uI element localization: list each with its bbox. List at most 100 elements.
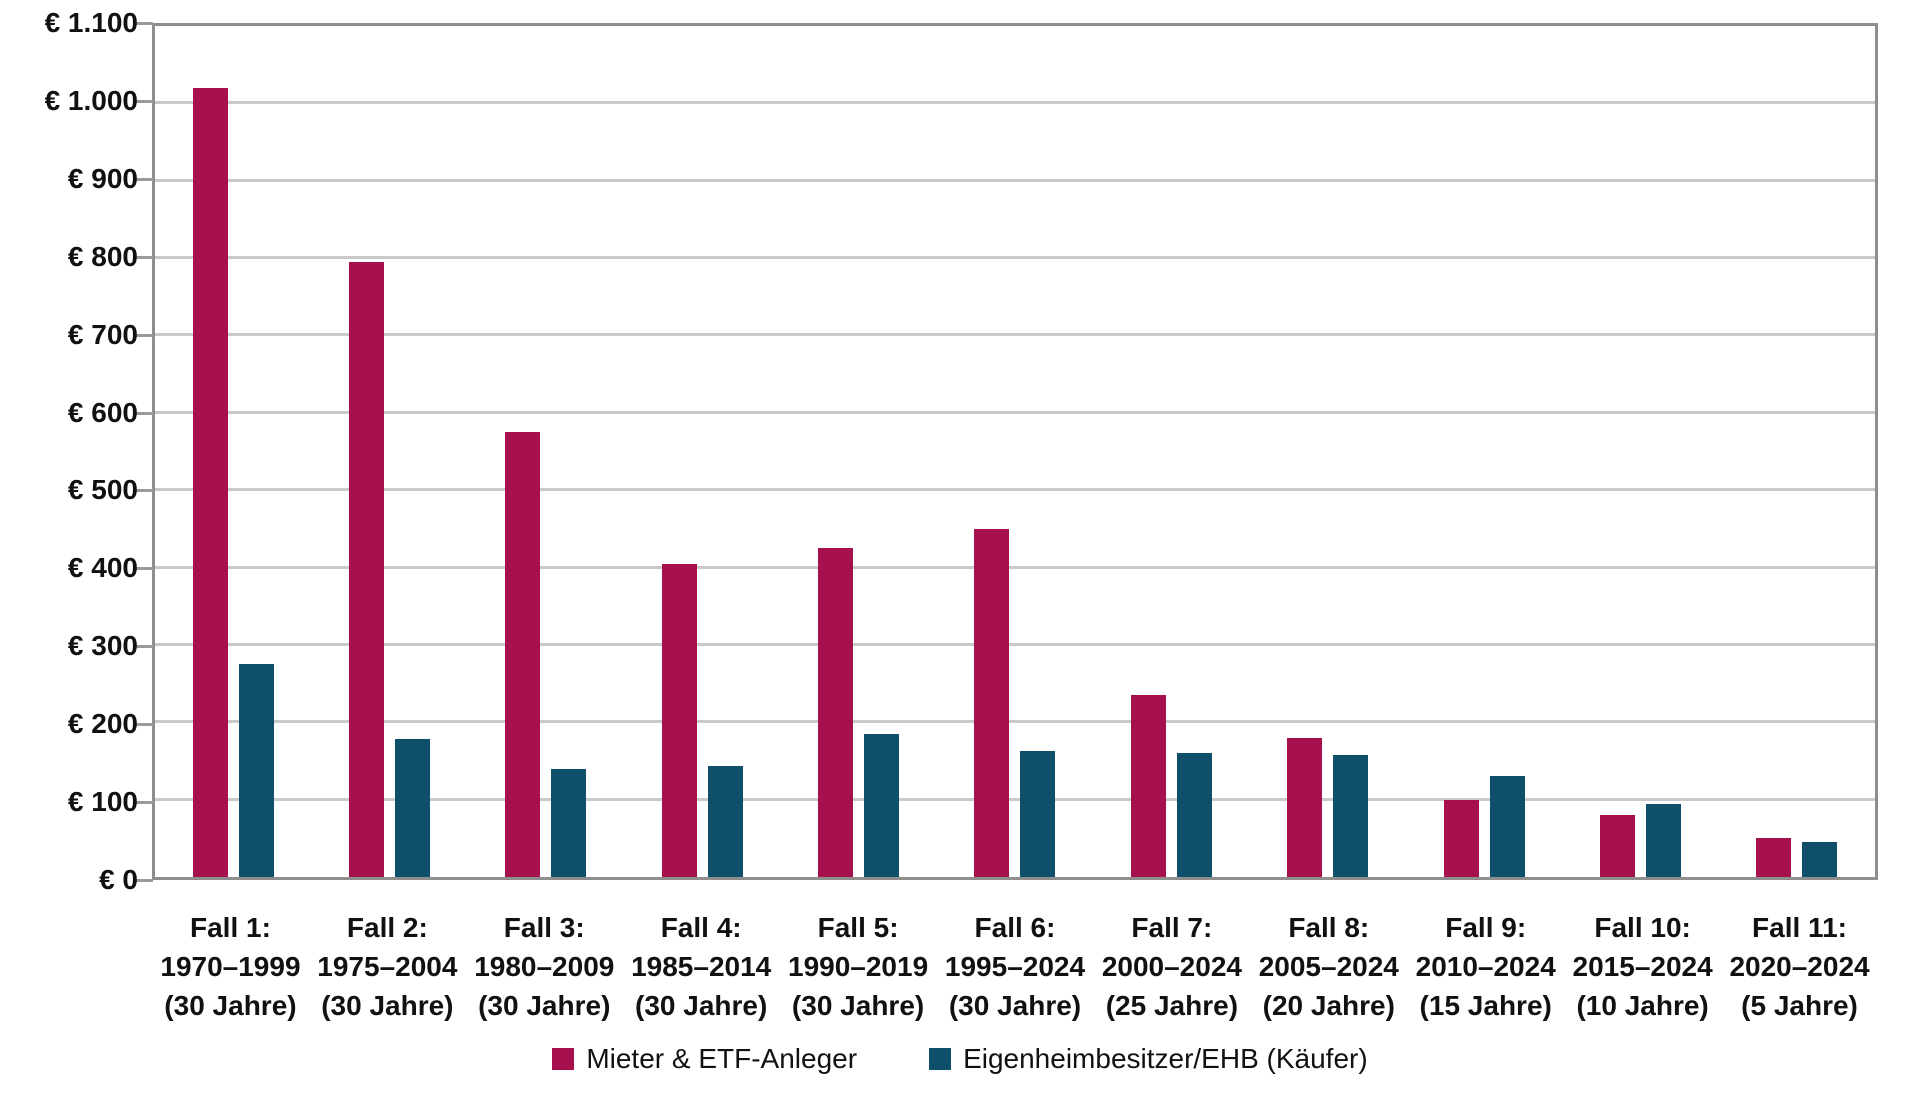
bar-ehb-fall-9: [1489, 776, 1525, 877]
x-axis-label-line-duration: (30 Jahre): [635, 990, 768, 1021]
bar-group-fall8: [1250, 26, 1406, 877]
x-axis-label-fall-4: Fall 4: 1985–2014 (30 Jahre): [623, 908, 780, 1025]
gridline-400: [155, 565, 1875, 569]
y-tick-mark-900: [136, 177, 153, 181]
bar-mieter-fall-5: [818, 548, 854, 877]
x-axis-label-line-period: 2015–2024: [1572, 951, 1713, 982]
bar-group-fall9: [1406, 26, 1562, 877]
x-axis-label-fall-5: Fall 5: 1990–2019 (30 Jahre): [780, 908, 937, 1025]
x-axis-label-line-case: Fall 3:: [503, 912, 585, 943]
y-axis-label-300: € 300: [67, 630, 138, 662]
plot-area: [152, 23, 1878, 880]
x-axis-label-line-period: 2010–2024: [1415, 951, 1556, 982]
bar-mieter-fall-1: [192, 87, 228, 877]
y-tick-mark-1100: [136, 22, 153, 25]
bar-group-fall2: [311, 26, 467, 877]
bar-mieter-fall-4: [661, 563, 697, 877]
x-axis-label-fall-7: Fall 7: 2000–2024 (25 Jahre): [1093, 908, 1250, 1025]
x-axis-label-line-period: 1985–2014: [631, 951, 772, 982]
y-tick-mark-600: [136, 411, 153, 415]
bar-group-fall6: [937, 26, 1093, 877]
y-axis-label-400: € 400: [67, 552, 138, 584]
x-axis-label-fall-8: Fall 8: 2005–2024 (20 Jahre): [1250, 908, 1407, 1025]
bar-mieter-fall-9: [1443, 799, 1479, 877]
bar-mieter-fall-7: [1130, 695, 1166, 877]
x-axis-label-line-duration: (10 Jahre): [1576, 990, 1709, 1021]
bar-ehb-fall-3: [551, 768, 587, 877]
x-axis-label-line-period: 2000–2024: [1101, 951, 1242, 982]
x-axis-label-line-case: Fall 1:: [189, 912, 271, 943]
bar-ehb-fall-5: [864, 733, 900, 877]
bar-mieter-fall-2: [349, 261, 385, 877]
x-axis-label-line-period: 1990–2019: [788, 951, 929, 982]
gridline-200: [155, 720, 1875, 724]
bar-group-fall7: [1093, 26, 1249, 877]
x-axis-label-line-period: 1970–1999: [160, 951, 301, 982]
x-axis-label-fall-6: Fall 6: 1995–2024 (30 Jahre): [937, 908, 1094, 1025]
gridline-500: [155, 488, 1875, 492]
x-axis-label-line-period: 1975–2004: [317, 951, 458, 982]
bar-mieter-fall-3: [505, 432, 541, 877]
gridline-600: [155, 410, 1875, 414]
y-axis-label-500: € 500: [67, 474, 138, 506]
legend-swatch-ehb: [929, 1048, 952, 1070]
y-axis-label-700: € 700: [67, 318, 138, 350]
y-axis-label-100: € 100: [67, 786, 138, 818]
x-axis-label-fall-3: Fall 3: 1980–2009 (30 Jahre): [466, 908, 623, 1025]
bar-ehb-fall-10: [1645, 803, 1681, 877]
bar-ehb-fall-2: [395, 739, 431, 877]
x-axis-labels: Fall 1: 1970–1999 (30 Jahre) Fall 2: 1975–20…: [152, 908, 1878, 1025]
x-axis-label-line-duration: (15 Jahre): [1419, 990, 1552, 1021]
x-axis-label-line-duration: (30 Jahre): [321, 990, 454, 1021]
x-axis-label-line-duration: (20 Jahre): [1262, 990, 1395, 1021]
x-axis-label-line-case: Fall 6:: [974, 912, 1056, 943]
x-axis-label-line-case: Fall 9:: [1445, 912, 1527, 943]
y-tick-mark-100: [136, 801, 153, 805]
y-tick-mark-200: [136, 723, 153, 727]
bar-group-fall11: [1719, 26, 1875, 877]
x-axis-label-line-case: Fall 5:: [817, 912, 899, 943]
bar-group-fall3: [468, 26, 624, 877]
x-axis-label-fall-11: Fall 11: 2020–2024 (5 Jahre): [1721, 908, 1878, 1025]
x-axis-label-fall-1: Fall 1: 1970–1999 (30 Jahre): [152, 908, 309, 1025]
y-axis-label-1100: € 1.100: [44, 7, 138, 38]
x-axis-label-line-case: Fall 8:: [1288, 912, 1370, 943]
y-axis-label-900: € 900: [67, 162, 138, 194]
gridline-300: [155, 642, 1875, 646]
x-axis-label-line-period: 2005–2024: [1258, 951, 1399, 982]
y-tick-mark-0: [136, 879, 153, 882]
x-axis-label-line-duration: (25 Jahre): [1105, 990, 1239, 1021]
x-axis-label-fall-10: Fall 10: 2015–2024 (10 Jahre): [1564, 908, 1721, 1025]
gridline-900: [155, 178, 1875, 182]
bar-group-fall10: [1562, 26, 1718, 877]
x-axis-label-fall-2: Fall 2: 1975–2004 (30 Jahre): [309, 908, 466, 1025]
bar-mieter-fall-10: [1599, 815, 1635, 877]
legend-label-ehb: Eigenheimbesitzer/EHB (Käufer): [963, 1043, 1368, 1074]
legend-label-mieter: Mieter & ETF-Anleger: [586, 1043, 858, 1074]
y-tick-mark-500: [136, 489, 153, 493]
x-axis-label-line-period: 1980–2009: [474, 951, 615, 982]
y-axis-label-200: € 200: [67, 708, 138, 740]
bar-group-fall1: [155, 26, 311, 877]
bar-group-fall5: [780, 26, 936, 877]
bar-ehb-fall-7: [1176, 753, 1212, 877]
x-axis-label-line-period: 2020–2024: [1729, 951, 1870, 982]
bar-ehb-fall-4: [707, 766, 743, 877]
y-axis-label-600: € 600: [67, 396, 138, 428]
gridline-700: [155, 333, 1875, 337]
y-tick-mark-700: [136, 333, 153, 337]
y-tick-mark-300: [136, 645, 153, 649]
x-axis-label-line-duration: (30 Jahre): [948, 990, 1082, 1021]
legend-item-ehb: Eigenheimbesitzer/EHB (Käufer): [929, 1043, 1368, 1075]
legend: Mieter & ETF-Anleger Eigenheimbesitzer/E…: [0, 1043, 1920, 1075]
x-axis-label-line-duration: (5 Jahre): [1741, 990, 1858, 1021]
gridline-100: [155, 797, 1875, 801]
y-axis-label-0: € 0: [99, 864, 138, 895]
y-axis-label-800: € 800: [67, 240, 138, 272]
bar-mieter-fall-11: [1756, 838, 1792, 877]
x-axis-label-line-case: Fall 11:: [1752, 912, 1847, 943]
bar-ehb-fall-11: [1802, 842, 1838, 877]
y-tick-mark-1000: [136, 99, 153, 103]
x-axis-label-line-case: Fall 7:: [1131, 912, 1213, 943]
